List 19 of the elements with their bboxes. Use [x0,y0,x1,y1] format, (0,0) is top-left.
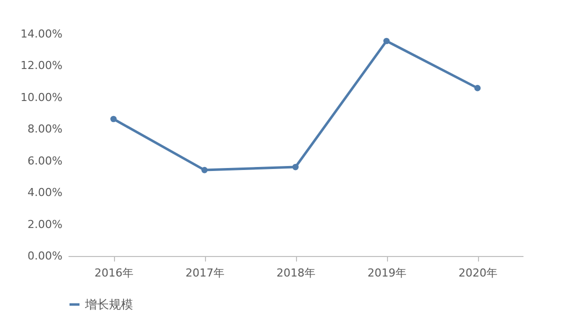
y-tick-label: 0.00% [28,250,62,262]
y-tick-label: 2.00% [28,218,62,231]
y-tick-label: 8.00% [28,122,62,136]
point [292,164,299,170]
y-tick-label: 10.00% [20,90,62,104]
y-tick-label: 12.00% [20,59,62,72]
y-tick-label: 14.00% [20,28,62,40]
x-tick-label: 2019年 [368,266,406,280]
point [383,38,390,44]
y-tick-label: 4.00% [28,186,62,200]
y-tick-label: 6.00% [28,154,62,168]
x-tick-label: 2016年 [94,266,134,280]
x-tick-label: 2018年 [276,266,316,280]
point [201,166,208,174]
x-tick-label: 2017年 [186,266,224,280]
x-tick-label: 2020年 [458,266,498,280]
point [110,116,117,122]
point [474,84,481,92]
legend-label: 增长规模 [84,298,133,312]
